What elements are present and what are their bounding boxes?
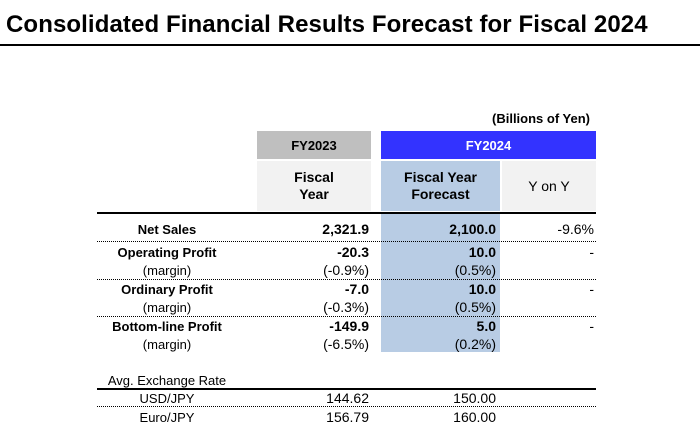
bottom-line-margin-forecast: (0.2%) bbox=[454, 336, 496, 352]
net-sales-label: Net Sales bbox=[137, 222, 197, 237]
yoy-header: Y on Y bbox=[502, 161, 596, 211]
net-sales-forecast: 2,100.0 bbox=[449, 221, 496, 237]
ordinary-margin-fy2023: (-0.3%) bbox=[323, 299, 369, 315]
fy2024-header-label: FY2024 bbox=[465, 137, 512, 153]
fy2023-fiscal-year-header: Fiscal Year bbox=[257, 161, 371, 211]
bottom-line-profit-label: Bottom-line Profit bbox=[112, 319, 222, 334]
usd-jpy-forecast: 150.00 bbox=[453, 390, 496, 406]
operating-margin-forecast: (0.5%) bbox=[454, 262, 496, 278]
yoy-header-label: Y on Y bbox=[528, 177, 570, 194]
ordinary-profit-yoy: - bbox=[589, 281, 594, 297]
exchange-divider bbox=[97, 406, 596, 407]
fy2024-header: FY2024 bbox=[381, 131, 596, 159]
bottom-line-margin-fy2023: (-6.5%) bbox=[323, 336, 369, 352]
exchange-rule bbox=[97, 388, 596, 390]
operating-profit-yoy: - bbox=[589, 244, 594, 260]
usd-jpy-label: USD/JPY bbox=[139, 391, 195, 406]
forecast-sub-line2: Forecast bbox=[411, 186, 470, 202]
row-divider bbox=[97, 316, 596, 317]
bottom-line-profit-forecast: 5.0 bbox=[476, 318, 496, 334]
exchange-rate-label: Avg. Exchange Rate bbox=[107, 373, 227, 388]
fy2023-sub-line2: Year bbox=[299, 186, 329, 202]
operating-profit-forecast: 10.0 bbox=[468, 244, 496, 260]
ordinary-profit-label: Ordinary Profit bbox=[121, 282, 213, 297]
euro-jpy-label: Euro/JPY bbox=[139, 410, 195, 425]
ordinary-profit-forecast: 10.0 bbox=[468, 281, 496, 297]
bottom-line-margin-label: (margin) bbox=[142, 337, 192, 352]
unit-label: (Billions of Yen) bbox=[492, 111, 590, 126]
row-divider bbox=[97, 279, 596, 280]
net-sales-fy2023: 2,321.9 bbox=[322, 221, 369, 237]
forecast-column-band bbox=[381, 213, 500, 352]
page-title: Consolidated Financial Results Forecast … bbox=[6, 11, 648, 38]
usd-jpy-fy2023: 144.62 bbox=[326, 390, 369, 406]
operating-margin-label: (margin) bbox=[142, 263, 192, 278]
euro-jpy-forecast: 160.00 bbox=[453, 409, 496, 425]
header-rule bbox=[97, 212, 596, 214]
ordinary-margin-label: (margin) bbox=[142, 300, 192, 315]
bottom-line-profit-fy2023: -149.9 bbox=[329, 318, 369, 334]
operating-margin-fy2023: (-0.9%) bbox=[323, 262, 369, 278]
fy2023-header-label: FY2023 bbox=[291, 137, 337, 153]
ordinary-profit-fy2023: -7.0 bbox=[344, 281, 369, 297]
bottom-line-profit-yoy: - bbox=[589, 318, 594, 334]
forecast-sub-line1: Fiscal Year bbox=[404, 169, 477, 185]
net-sales-yoy: -9.6% bbox=[557, 221, 594, 237]
forecast-header: Fiscal Year Forecast bbox=[381, 161, 500, 211]
operating-profit-fy2023: -20.3 bbox=[337, 244, 369, 260]
euro-jpy-fy2023: 156.79 bbox=[326, 409, 369, 425]
ordinary-margin-forecast: (0.5%) bbox=[454, 299, 496, 315]
row-divider bbox=[97, 241, 596, 242]
fy2023-header: FY2023 bbox=[257, 131, 371, 159]
operating-profit-label: Operating Profit bbox=[117, 245, 217, 260]
title-underline bbox=[0, 44, 700, 46]
fy2023-sub-line1: Fiscal bbox=[294, 169, 334, 185]
